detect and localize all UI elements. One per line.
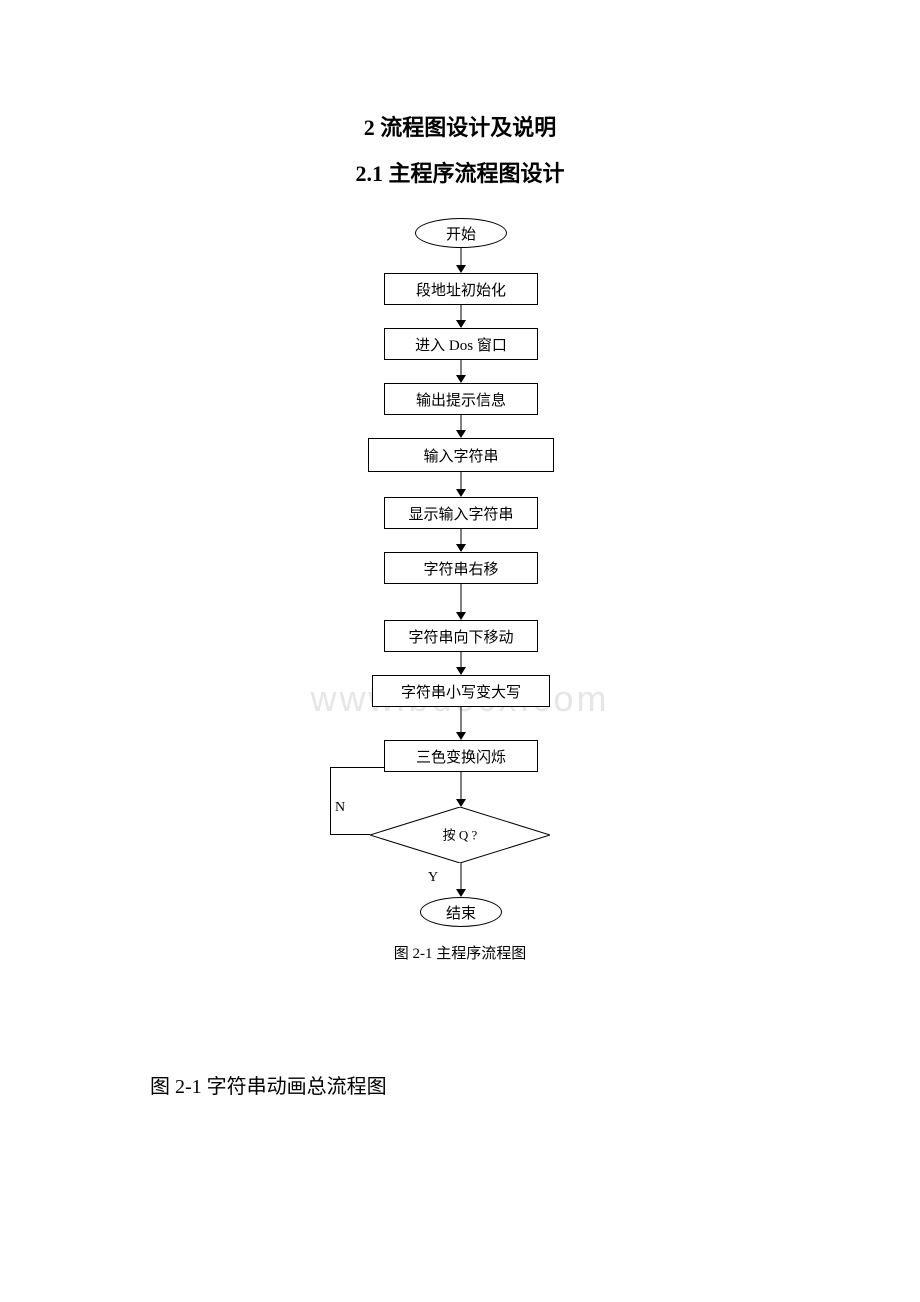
branch-label-yes: Y — [428, 870, 438, 886]
flowchart-container: 开始 段地址初始化 进入 Dos 窗口 输出提示信息 输入字符串 显示输入字符串… — [340, 210, 580, 980]
subsection-heading: 2.1 主程序流程图设计 — [0, 156, 920, 188]
process-dos: 进入 Dos 窗口 — [384, 328, 538, 360]
node-label: 输出提示信息 — [416, 389, 506, 410]
terminal-start: 开始 — [415, 218, 507, 248]
loopback-entry — [370, 767, 384, 768]
process-shift-right: 字符串右移 — [384, 552, 538, 584]
section-heading: 2 流程图设计及说明 — [0, 110, 920, 142]
terminal-end: 结束 — [420, 897, 502, 927]
node-label: 进入 Dos 窗口 — [415, 334, 507, 355]
process-blink: 三色变换闪烁 — [384, 740, 538, 772]
decision-press-q: 按 Q ? — [370, 807, 550, 863]
node-label: 字符串向下移动 — [408, 626, 513, 647]
branch-label-no: N — [335, 800, 345, 816]
figure-caption-outer: 图 2-1 字符串动画总流程图 — [150, 1070, 387, 1099]
process-uppercase: 字符串小写变大写 — [372, 675, 550, 707]
figure-caption-inner: 图 2-1 主程序流程图 — [380, 942, 540, 963]
process-move-down: 字符串向下移动 — [384, 620, 538, 652]
node-label: 三色变换闪烁 — [416, 746, 506, 767]
process-init: 段地址初始化 — [384, 273, 538, 305]
node-label: 按 Q ? — [443, 825, 478, 844]
node-label: 结束 — [446, 902, 476, 923]
process-prompt: 输出提示信息 — [384, 383, 538, 415]
process-display: 显示输入字符串 — [384, 497, 538, 529]
node-label: 字符串小写变大写 — [401, 681, 521, 702]
node-label: 开始 — [446, 223, 476, 244]
node-label: 字符串右移 — [423, 558, 498, 579]
node-label: 输入字符串 — [423, 445, 498, 466]
node-label: 显示输入字符串 — [408, 503, 513, 524]
node-label: 段地址初始化 — [416, 279, 506, 300]
process-input: 输入字符串 — [368, 438, 554, 472]
